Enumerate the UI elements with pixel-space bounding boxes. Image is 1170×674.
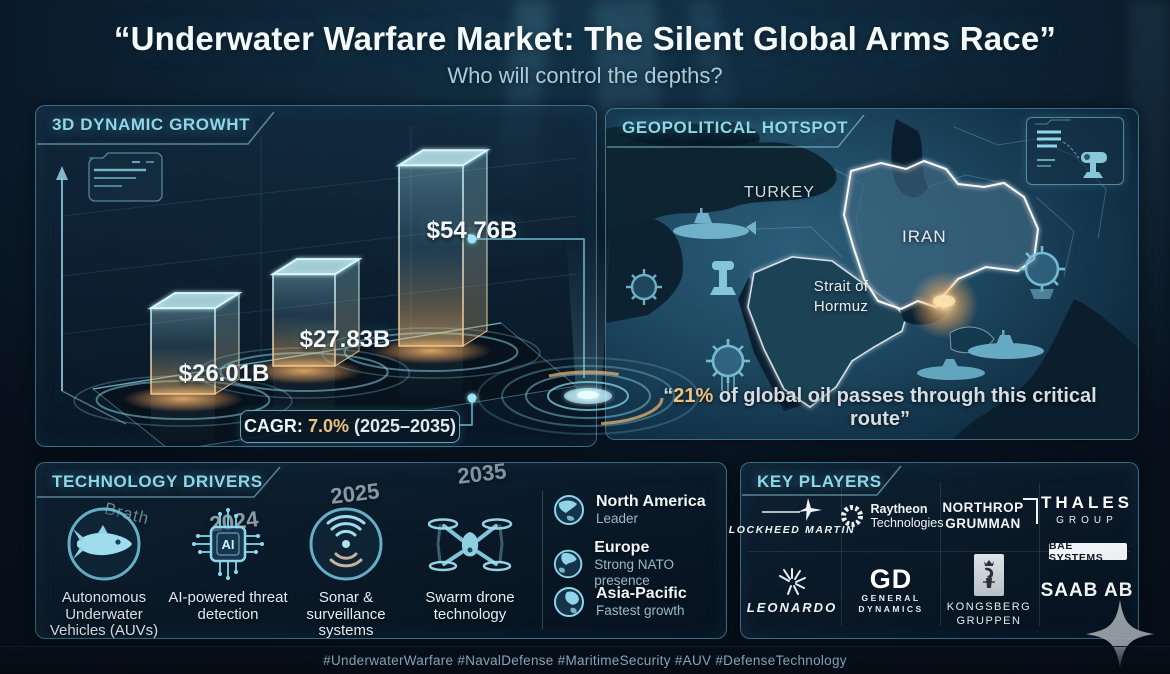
auv-icon	[38, 501, 170, 587]
map-label-strait-of-hormuz: Strait of Hormuz	[813, 278, 869, 315]
logo-lockheed-martin: LOCKHEED MARTIN	[729, 485, 854, 547]
logo-northrop-grumman: NORTHROP GRUMMAN	[941, 485, 1038, 547]
driver-label: Swarm drone technology	[425, 589, 515, 623]
cagr-callout: CAGR: 7.0% (2025–2035)	[240, 410, 460, 443]
bar-value-label: $26.01B	[178, 360, 270, 388]
swarm-drone-icon	[404, 501, 536, 587]
logo-saab-ab: SAAB AB	[1040, 580, 1134, 601]
hud-card-graphic	[1035, 119, 1107, 178]
driver-label: Autonomous Underwater Vehicles (AUVs)	[49, 589, 159, 639]
region-asia-pacific: Asia-Pacific Fastest growth	[552, 585, 687, 619]
vertical-divider	[542, 491, 543, 629]
logo-raytheon-technologies: Raytheon Technologies	[840, 485, 943, 547]
page-title: “Underwater Warfare Market: The Silent G…	[113, 20, 1057, 57]
map-label-turkey: TURKEY	[744, 184, 815, 201]
kongsberg-crest-icon	[974, 553, 1004, 596]
logo-leonardo: LEONARDO	[743, 559, 841, 623]
map-label-iran: IRAN	[902, 227, 947, 246]
region-europe: Europe Strong NATO presence	[552, 539, 726, 589]
key-players-panel: KEY PLAYERS LOCKHEED MARTIN Raytheon Tec…	[729, 462, 1139, 639]
quote-highlight: 21%	[673, 385, 714, 407]
logo-kongsberg-gruppen: KONGSBERG GRUPPEN	[941, 553, 1037, 629]
bar-value-label: $54.76B	[426, 217, 518, 245]
cagr-range: (2025–2035)	[353, 416, 457, 436]
driver-label: Sonar & surveillance systems	[306, 589, 386, 639]
technology-drivers-panel: TECHNOLOGY DRIVERS Autonomous Underwater…	[35, 462, 727, 639]
sonar-icon	[280, 501, 412, 587]
region-name: Europe	[594, 539, 650, 556]
northrop-bracket	[1022, 497, 1038, 524]
hashtags-footer: #UnderwaterWarfare #NavalDefense #Mariti…	[0, 646, 1170, 674]
cagr-label: CAGR:	[243, 416, 303, 436]
raytheon-shield-icon	[840, 505, 863, 527]
region-name: North America	[596, 493, 706, 511]
logo-thales-group: THALES GROUP	[1041, 492, 1133, 526]
driver-ai-threat-detection: AI AI-powered threat detection	[162, 501, 294, 623]
hud-card-icon	[1026, 117, 1124, 185]
globe-icon	[554, 495, 584, 525]
geopolitical-map-panel: GEOPOLITICAL HOTSPOT TURKEY IRAN Strait …	[605, 108, 1139, 440]
page-subtitle: Who will control the depths?	[447, 63, 723, 88]
driver-label: AI-powered threat detection	[168, 589, 288, 623]
growth-chart-panel: 3D DYNAMIC GROWHT	[35, 105, 597, 537]
map-panel-header: GEOPOLITICAL HOTSPOT	[622, 118, 849, 137]
ai-chip-icon: AI	[162, 501, 294, 587]
driver-sonar-systems: Sonar & surveillance systems	[280, 501, 412, 640]
mini-data-card-icon	[88, 152, 163, 202]
lockheed-star-icon	[762, 498, 822, 521]
globe-icon	[553, 549, 583, 579]
driver-swarm-drone: Swarm drone technology	[404, 501, 536, 623]
region-name: Asia-Pacific	[596, 585, 687, 603]
tech-panel-header: TECHNOLOGY DRIVERS	[52, 472, 263, 491]
leonardo-swirl-icon	[779, 568, 806, 595]
svg-text:AI: AI	[222, 537, 235, 552]
globe-icon	[554, 587, 584, 617]
oil-route-quote: “21% of global oil passes through this c…	[663, 385, 1097, 430]
logo-general-dynamics: GD GENERAL DYNAMICS	[858, 563, 924, 615]
region-status: Fastest growth	[596, 602, 685, 618]
driver-auv: Autonomous Underwater Vehicles (AUVs)	[38, 501, 170, 640]
region-north-america: North America Leader	[552, 493, 706, 527]
periscope-device-icon	[1081, 152, 1107, 178]
cagr-value: 7.0%	[307, 416, 349, 436]
region-status: Leader	[596, 510, 639, 526]
bar-chart-3d	[56, 126, 578, 446]
logo-bae-systems: BAE SYSTEMS	[1049, 540, 1127, 564]
bar-value-label: $27.83B	[299, 326, 391, 354]
